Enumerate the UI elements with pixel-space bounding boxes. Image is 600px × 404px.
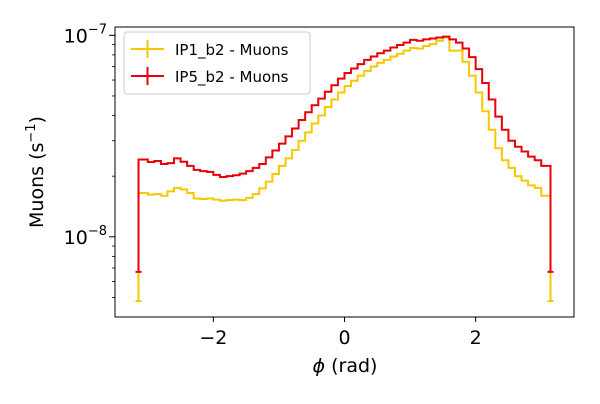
x-tick-label: 0 bbox=[338, 327, 350, 349]
x-tick-label: −2 bbox=[199, 327, 227, 349]
series-step-line-1 bbox=[137, 36, 552, 302]
series-1 bbox=[135, 36, 554, 303]
legend-entry-ip5: IP5_b2 - Muons bbox=[131, 67, 289, 87]
x-axis-label-symbol: ϕ bbox=[313, 355, 326, 377]
series-step-line-2 bbox=[137, 35, 552, 272]
y-tick-label-base: 10 bbox=[64, 25, 88, 47]
y-axis-label-close: ) bbox=[26, 116, 48, 123]
series-2 bbox=[135, 35, 554, 273]
legend-label-ip5: IP5_b2 - Muons bbox=[175, 68, 289, 87]
legend-label-ip1: IP1_b2 - Muons bbox=[175, 41, 289, 60]
y-tick-label: 10−7 bbox=[64, 22, 107, 47]
y-tick-label: 10−8 bbox=[64, 224, 107, 249]
y-axis-label-main: Muons (s bbox=[26, 143, 48, 228]
x-tick-label: 2 bbox=[470, 327, 482, 349]
y-axis-label: Muons (s−1) bbox=[24, 116, 48, 228]
legend-box bbox=[123, 31, 311, 95]
ticks-layer: −2 0 210−810−7 bbox=[64, 22, 482, 349]
legend: IP1_b2 - Muons IP5_b2 - Muons bbox=[123, 31, 311, 95]
y-tick-label-exponent: −8 bbox=[88, 224, 107, 239]
series-layer bbox=[135, 35, 554, 303]
legend-entry-ip1: IP1_b2 - Muons bbox=[131, 40, 289, 60]
y-axis-label-exponent: −1 bbox=[24, 123, 39, 142]
x-axis-label: ϕ (rad) bbox=[313, 355, 378, 377]
x-axis-label-unit: (rad) bbox=[325, 355, 377, 377]
y-tick-label-exponent: −7 bbox=[88, 22, 107, 37]
y-tick-label-base: 10 bbox=[64, 227, 88, 249]
